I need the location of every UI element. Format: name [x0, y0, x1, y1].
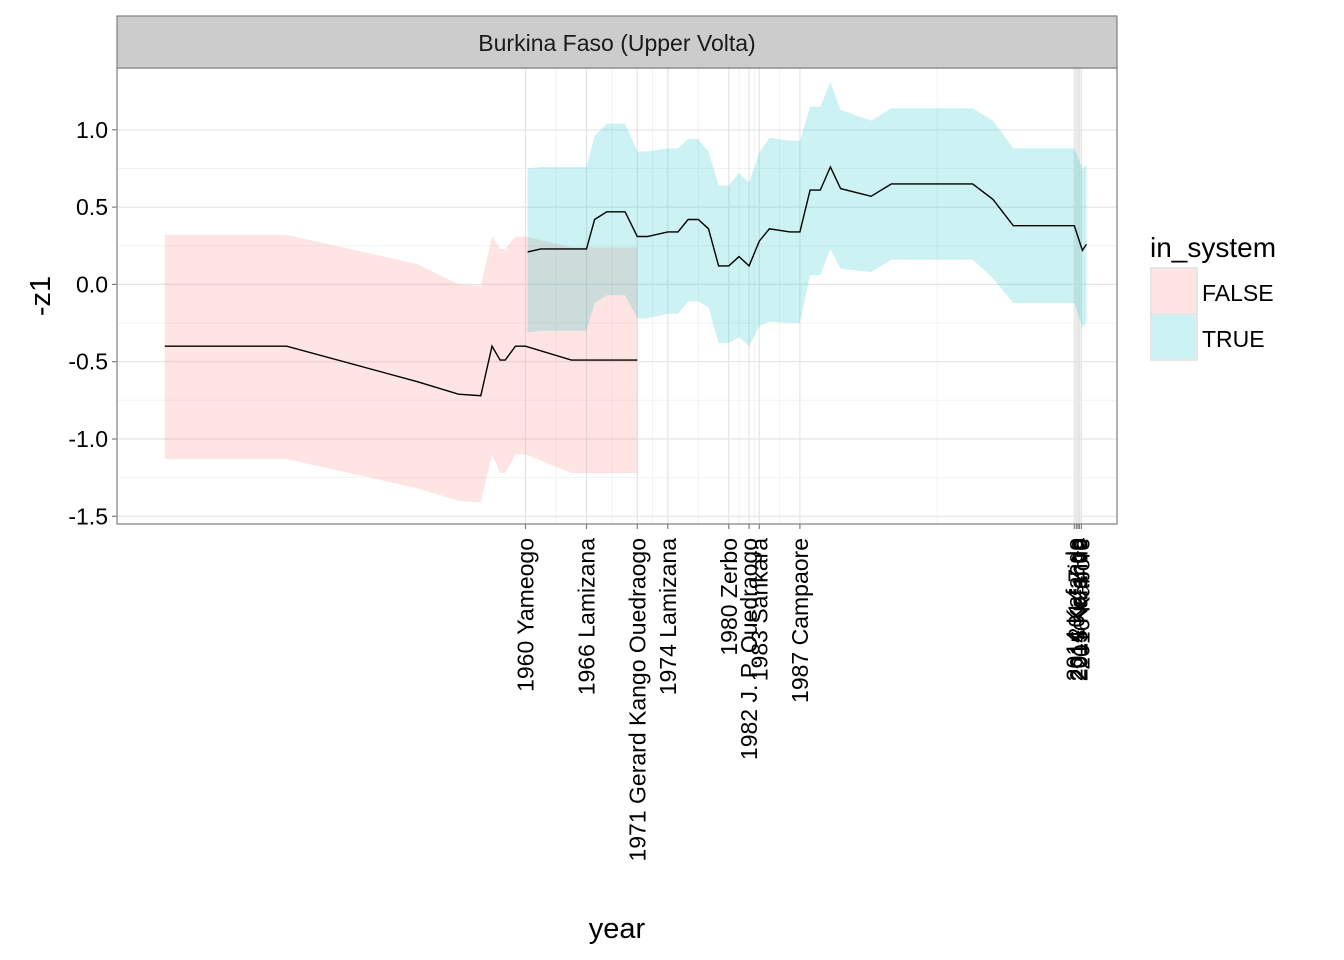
lines [164, 165, 1088, 397]
y-tick-label: -1.5 [68, 503, 108, 529]
x-tick-label: 1980 Zerbo [716, 538, 742, 656]
facet-label: Burkina Faso (Upper Volta) [478, 30, 755, 56]
y-tick-label: 0.0 [76, 271, 108, 297]
legend-label-true: TRUE [1202, 326, 1265, 352]
y-tick-label: -0.5 [68, 349, 108, 375]
y-tick-label: -1.0 [68, 426, 108, 452]
x-tick-label: 1971 Gerard Kango Ouedraogo [624, 538, 650, 862]
x-tick-label: 1974 Lamizana [655, 538, 681, 695]
y-axis-title: -z1 [25, 276, 57, 316]
ribbon-true [527, 81, 1087, 347]
legend-key-false [1150, 267, 1198, 315]
legend-label-false: FALSE [1202, 280, 1274, 306]
x-axis-title: year [589, 913, 646, 945]
y-tick-label: 0.5 [76, 194, 108, 220]
x-tick-label: 2015 Kafando [1066, 538, 1092, 681]
x-tick-label: 1982 J. P. Ouedraogo [736, 538, 762, 760]
legend-swatch-true [1152, 315, 1196, 359]
y-tick-label: 1.0 [76, 117, 108, 143]
panel-background [117, 68, 1117, 524]
line-true [527, 165, 1088, 268]
grid [117, 68, 1117, 524]
legend-swatch-false [1152, 269, 1196, 313]
legend: in_system FALSE TRUE [1150, 232, 1276, 361]
x-tick-label: 1960 Yameogo [513, 538, 539, 692]
x-tick-label: 2014 Kafando [1061, 538, 1087, 681]
ribbons [164, 81, 1087, 503]
ribbon-false [164, 234, 638, 503]
x-tick-label: 1966 Lamizana [574, 538, 600, 695]
x-axis: 1960 Yameogo 1966 Lamizana 1971 Gerard Kan… [513, 524, 1094, 862]
legend-title: in_system [1150, 232, 1276, 263]
line-false [164, 344, 638, 397]
y-axis: 1.0 0.5 0.0 -0.5 -1.0 -1.5 [68, 117, 117, 529]
legend-key-true [1150, 313, 1198, 361]
x-tick-label: 1987 Campaore [787, 538, 813, 703]
x-tick-label: 2014 Kafando [1065, 538, 1091, 681]
facet-strip [116, 15, 1118, 69]
x-tick-label: 1983 Sankara [746, 538, 772, 681]
x-tick-label: 2016 Kabore [1068, 538, 1094, 670]
x-tick-label: 2014 Zida [1063, 538, 1089, 641]
